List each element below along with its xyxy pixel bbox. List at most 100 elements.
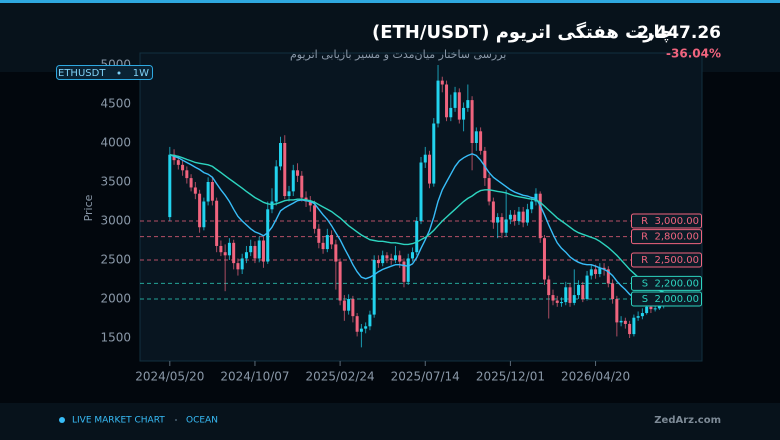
candle-body	[193, 187, 197, 194]
candle-body	[232, 242, 236, 264]
candle-body	[291, 170, 295, 192]
candle-body	[432, 123, 436, 184]
candle-body	[172, 154, 176, 161]
candle-body	[623, 320, 627, 324]
y-axis-label: Price	[82, 194, 95, 221]
candle-body	[445, 84, 449, 118]
candle-body	[355, 316, 359, 332]
level-tag	[631, 229, 702, 245]
level-tag	[631, 275, 702, 291]
symbol-badge	[56, 65, 153, 80]
candle-body	[296, 170, 300, 176]
candle-body	[402, 261, 406, 282]
candle-body	[181, 164, 185, 171]
candle-body	[615, 298, 619, 323]
symbol: ETHUSDT	[58, 68, 106, 79]
y-tick-label: 2000	[100, 291, 131, 305]
y-tick-label: 4000	[100, 136, 131, 150]
candle-body	[270, 201, 274, 210]
candle-body	[287, 191, 291, 197]
candle-body	[342, 300, 346, 311]
moving-average	[169, 153, 664, 306]
candle-body	[249, 245, 253, 253]
candle-body	[389, 258, 393, 260]
candle-body	[547, 279, 551, 296]
level-label: R 3,000.00	[641, 216, 699, 227]
level-tag	[631, 252, 702, 268]
price: 2,447.26	[637, 23, 721, 43]
candle-body	[606, 269, 610, 284]
brand: ZedArz.com	[654, 415, 721, 426]
candle-body	[598, 267, 602, 275]
candle-body	[261, 240, 265, 262]
candle-body	[581, 284, 585, 299]
candle-body	[500, 217, 504, 233]
candle-body	[508, 214, 512, 220]
candle-body	[534, 193, 538, 202]
candle-body	[415, 221, 419, 253]
candle-body	[572, 295, 576, 303]
candle-body	[611, 283, 615, 299]
candle-body	[457, 92, 461, 120]
candle-body	[168, 154, 172, 218]
candle-body	[189, 178, 193, 188]
candle-body	[372, 259, 376, 315]
candle-body	[496, 217, 500, 223]
interval: 1W	[133, 68, 149, 79]
candle-body	[240, 258, 244, 270]
candle-body	[393, 255, 397, 260]
candle-body	[398, 255, 402, 262]
candle-body	[657, 305, 661, 309]
top-strip	[0, 0, 780, 3]
candle-body	[223, 252, 227, 256]
x-tick-label: 2026/04/20	[561, 370, 630, 384]
candle-body	[330, 235, 334, 245]
candle-body	[347, 298, 351, 311]
candle-body	[359, 328, 363, 332]
candle-body	[185, 170, 189, 179]
candle-body	[351, 298, 355, 317]
candle-body	[483, 150, 487, 179]
candle-body	[266, 209, 270, 262]
candle-body	[594, 269, 598, 275]
candle-body	[419, 162, 423, 221]
candle-body	[436, 80, 440, 124]
candle-body	[423, 154, 427, 163]
candle-body	[198, 193, 202, 228]
level-label: R 2,800.00	[641, 232, 699, 243]
candle-body	[585, 275, 589, 299]
candle-body	[385, 255, 389, 259]
candle-body	[466, 100, 470, 108]
y-tick-label: 3000	[100, 214, 131, 228]
candle-body	[325, 235, 329, 250]
candle-body	[619, 320, 623, 323]
footer-label: LIVE MARKET CHART	[72, 416, 165, 426]
candle-body	[368, 314, 372, 327]
candle-body	[206, 182, 210, 202]
candle-body	[462, 107, 466, 120]
level-tag	[631, 291, 702, 307]
footer-theme: OCEAN	[186, 416, 218, 426]
candle-body	[560, 302, 563, 304]
candle-body	[577, 284, 581, 296]
candle-body	[376, 259, 380, 264]
candle-body	[470, 100, 474, 144]
x-tick-label: 2025/12/01	[476, 370, 545, 384]
candle-body	[210, 182, 214, 201]
separator	[175, 419, 177, 421]
bullet	[117, 71, 121, 75]
candle-body	[474, 131, 478, 144]
candle-body	[317, 228, 321, 243]
level-tag	[631, 213, 702, 229]
candle-body	[406, 258, 410, 282]
candle-body	[308, 201, 312, 206]
candle-body	[219, 245, 223, 253]
candle-body	[236, 263, 240, 270]
plot: 150020002500300035004000450050002024/05/…	[100, 58, 702, 384]
candle-body	[538, 193, 542, 239]
y-tick-label: 3500	[100, 175, 131, 189]
level-label: R 2,500.00	[641, 255, 699, 266]
candle-body	[525, 209, 529, 223]
candle-body	[279, 143, 282, 167]
candle-body	[449, 107, 453, 118]
